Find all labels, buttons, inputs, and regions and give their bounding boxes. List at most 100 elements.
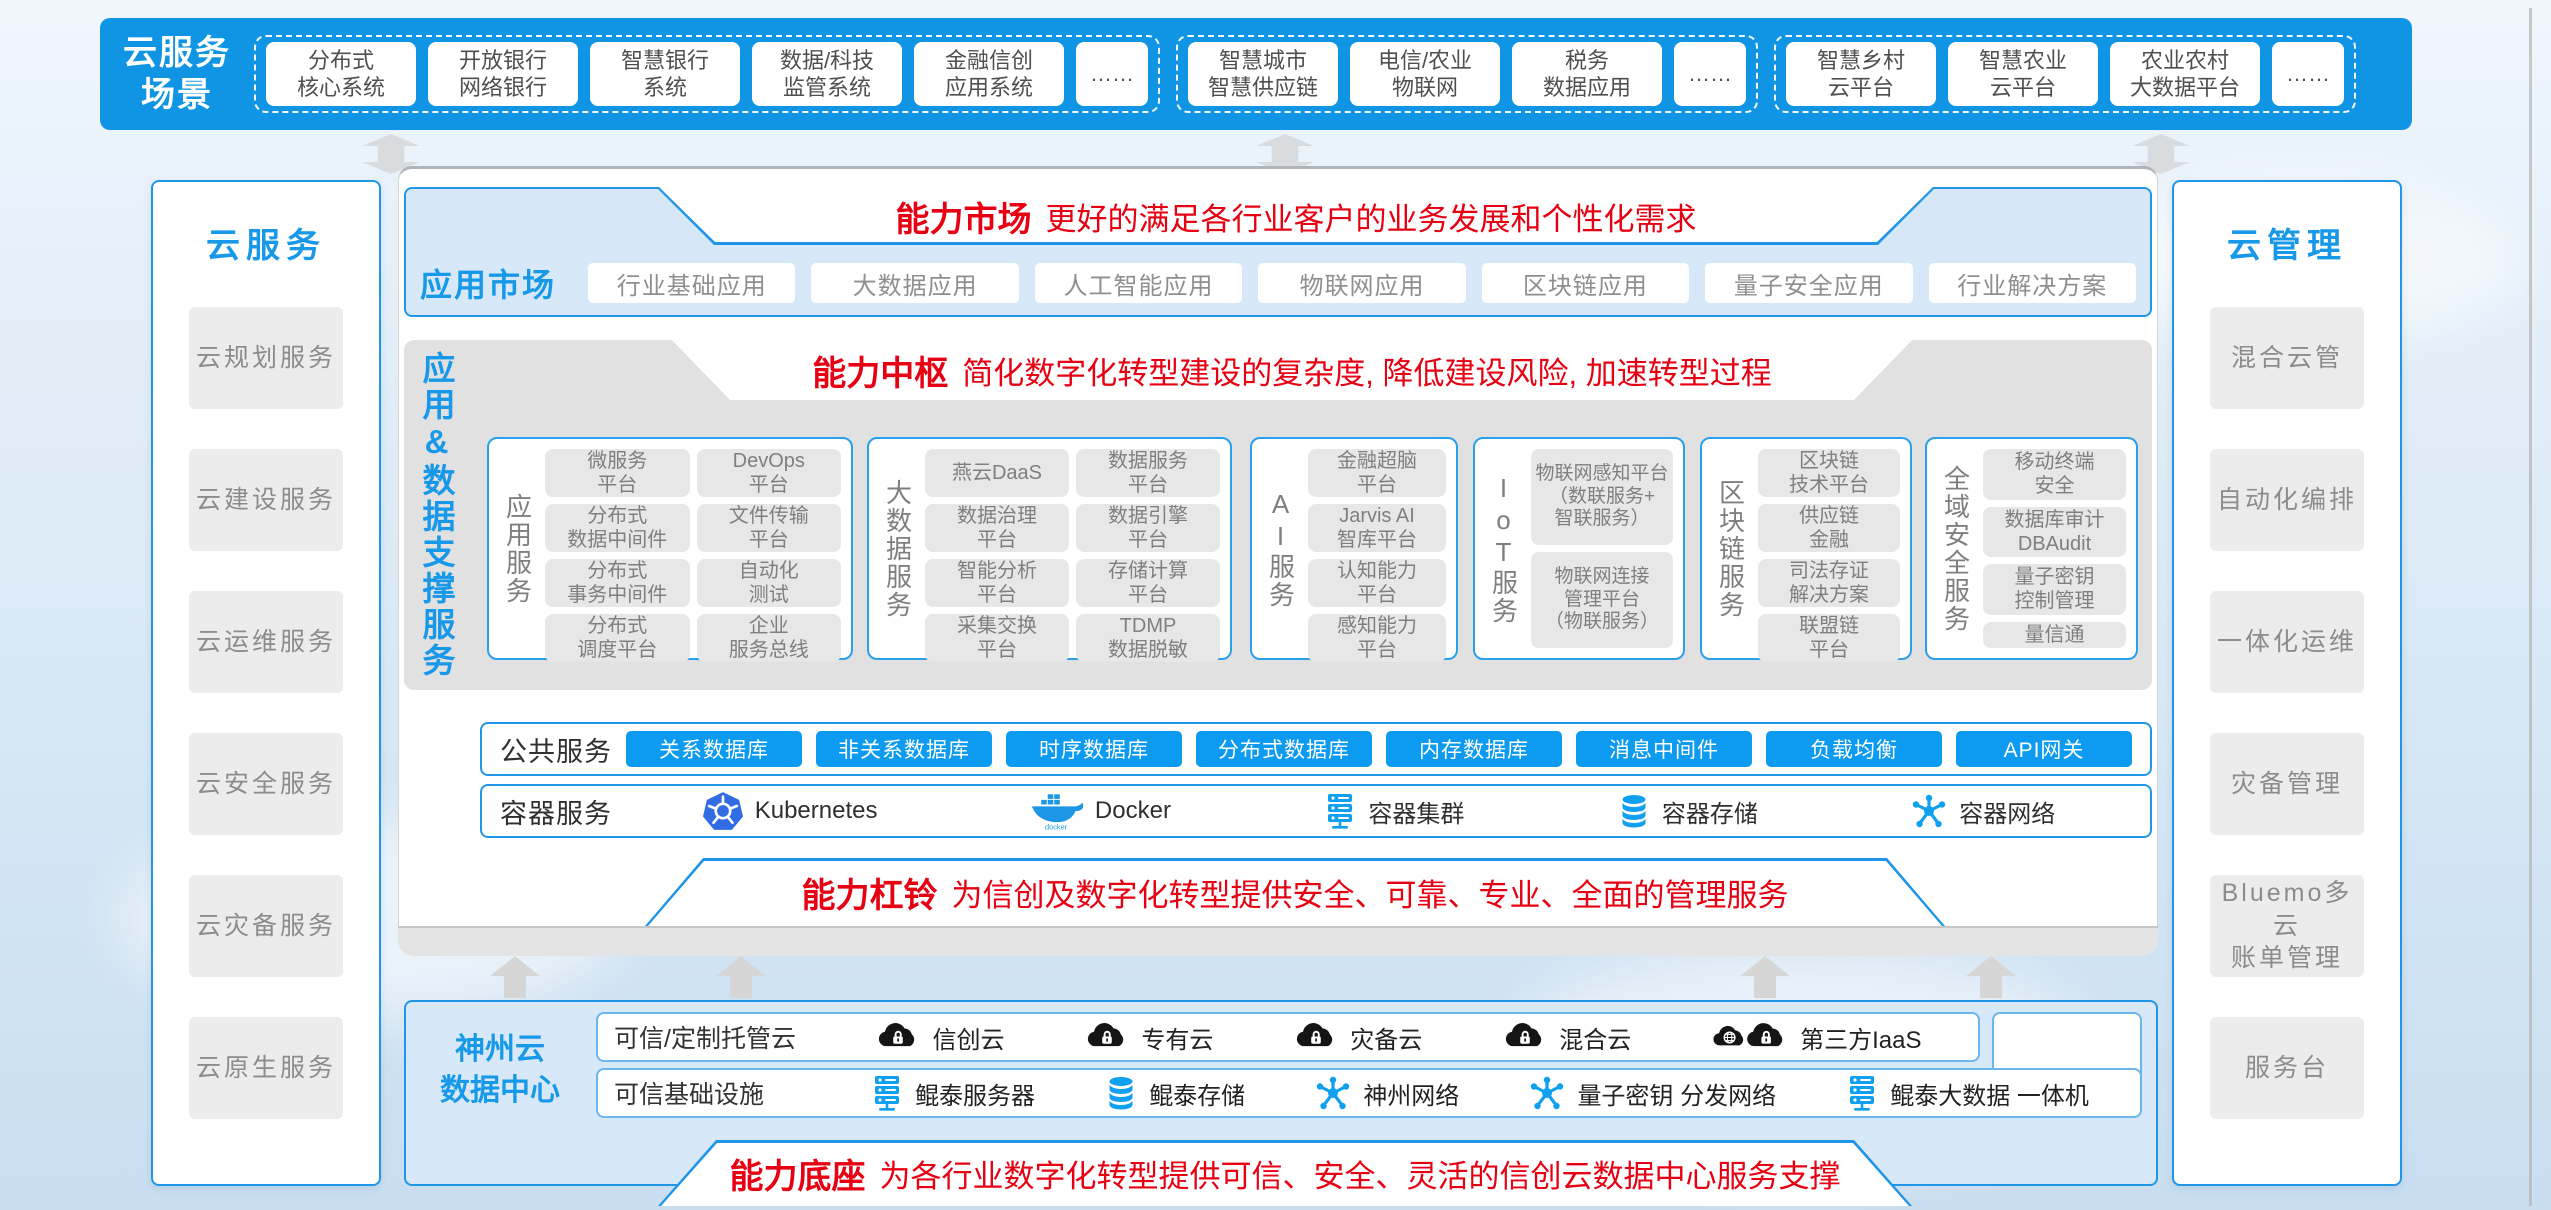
platform-box: 分布式 数据中间件 bbox=[545, 504, 690, 552]
cloud-services-sidebar: 云服务 云规划服务 云建设服务 云运维服务 云安全服务 云灾备服务 云原生服务 bbox=[151, 180, 381, 1186]
hub-column-iot-services: IoT服务 物联网感知平台 （数联服务+ 智联服务） 物联网连接 管理平台 （物… bbox=[1473, 437, 1685, 660]
platform-box: DevOps 平台 bbox=[696, 449, 841, 497]
platform-box: 燕云DaaS bbox=[925, 449, 1069, 497]
cloud-type-hybrid: 混合云 bbox=[1503, 1020, 1631, 1055]
hub-column-label: AI服务 bbox=[1265, 488, 1296, 609]
platform-box: 物联网感知平台 （数联服务+ 智联服务） bbox=[1531, 449, 1673, 545]
cloud-services-title: 云服务 bbox=[206, 227, 326, 265]
scenario-box: 电信/农业 物联网 bbox=[1350, 42, 1500, 106]
scenario-box: 数据/科技 监管系统 bbox=[752, 42, 902, 106]
docker-wordmark: docker bbox=[1045, 823, 1068, 831]
platform-box: 联盟链 平台 bbox=[1758, 614, 1900, 662]
trusted-managed-cloud-row: 可信/定制托管云 信创云 bbox=[596, 1012, 1980, 1062]
app-market-box: 区块链应用 bbox=[1481, 263, 1690, 303]
platform-box: 存储计算 平台 bbox=[1076, 559, 1220, 607]
platform-box: 金融超脑 平台 bbox=[1308, 449, 1446, 497]
sidebar-item-automation-orchestration: 自动化编排 bbox=[2210, 449, 2364, 551]
scenario-box: 智慧乡村 云平台 bbox=[1786, 42, 1936, 106]
platform-box: 企业 服务总线 bbox=[696, 614, 841, 662]
cloud-lock-icon bbox=[1294, 1022, 1338, 1052]
container-service-kubernetes: Kubernetes bbox=[702, 791, 877, 831]
hub-column-label: 区块链服务 bbox=[1715, 478, 1746, 619]
cloud-lock-icon bbox=[876, 1022, 920, 1052]
sidebar-item-cloud-construction: 云建设服务 bbox=[189, 449, 343, 551]
trusted-infrastructure-label: 可信基础设施 bbox=[614, 1081, 765, 1109]
platform-box: 移动终端 安全 bbox=[1983, 449, 2126, 500]
sidebar-item-hybrid-cloud-mgmt: 混合云管 bbox=[2210, 307, 2364, 409]
app-market-box: 人工智能应用 bbox=[1034, 263, 1243, 303]
storage-icon bbox=[1618, 794, 1650, 828]
banner-title: 能力杠铃 bbox=[801, 876, 938, 915]
trusted-managed-cloud-label: 可信/定制托管云 bbox=[614, 1025, 796, 1053]
scenario-box: 智慧银行 系统 bbox=[590, 42, 740, 106]
sidebar-item-cloud-security: 云安全服务 bbox=[189, 733, 343, 835]
container-service-storage: 容器存储 bbox=[1618, 794, 1758, 829]
datacenter-title: 神州云 数据中心 bbox=[440, 1033, 560, 1107]
cloud-management-sidebar: 云管理 混合云管 自动化编排 一体化运维 灾备管理 Bluemo多云 账单管理 … bbox=[2172, 180, 2402, 1186]
scenario-box: 开放银行 网络银行 bbox=[428, 42, 578, 106]
scenario-box: 智慧城市 智慧供应链 bbox=[1188, 42, 1338, 106]
network-icon bbox=[1315, 1075, 1351, 1111]
capability-barbell-banner: 能力杠铃 为信创及数字化转型提供安全、可靠、专业、全面的管理服务 bbox=[645, 858, 1945, 926]
platform-box: 智能分析 平台 bbox=[925, 559, 1069, 607]
scenario-box: 分布式 核心系统 bbox=[266, 42, 416, 106]
sidebar-item-cloud-native: 云原生服务 bbox=[189, 1017, 343, 1119]
trusted-infrastructure-row: 可信基础设施 鲲泰服务器 bbox=[596, 1068, 2142, 1118]
cloud-type-disaster-recovery: 灾备云 bbox=[1294, 1020, 1422, 1055]
banner-title: 能力市场 bbox=[895, 200, 1032, 239]
infra-kuntai-server: 鲲泰服务器 bbox=[871, 1075, 1035, 1111]
banner-desc: 更好的满足各行业客户的业务发展和个性化需求 bbox=[1045, 201, 1697, 237]
platform-box: Jarvis AI 智库平台 bbox=[1308, 504, 1446, 552]
platform-box: 感知能力 平台 bbox=[1308, 614, 1446, 662]
app-market-row: 应用市场 行业基础应用 大数据应用 人工智能应用 物联网应用 区块链应用 量子安… bbox=[420, 262, 2136, 304]
app-market-box: 大数据应用 bbox=[811, 263, 1019, 303]
infra-quantum-key-network: 量子密钥 分发网络 bbox=[1529, 1075, 1776, 1111]
scenario-box: 税务 数据应用 bbox=[1512, 42, 1662, 106]
sidebar-item-cloud-planning: 云规划服务 bbox=[189, 307, 343, 409]
service-pill: 非关系数据库 bbox=[816, 731, 992, 767]
hub-column-label: 全域安全服务 bbox=[1940, 464, 1971, 633]
up-arrow-icon bbox=[716, 956, 766, 998]
platform-box: TDMP 数据脱敏 bbox=[1076, 614, 1220, 662]
infra-kuntai-storage: 鲲泰存储 bbox=[1105, 1076, 1245, 1111]
cloud-scenarios-bar: 云服务 场景 分布式 核心系统 开放银行 网络银行 智慧银行 系统 数据/科技 … bbox=[100, 18, 2412, 130]
infra-shenzhou-network: 神州网络 bbox=[1315, 1075, 1459, 1111]
cloud-management-title: 云管理 bbox=[2227, 227, 2347, 265]
hub-column-blockchain-services: 区块链服务 区块链 技术平台 供应链 金融 司法存证 解决方案 联盟链 平台 bbox=[1700, 437, 1912, 662]
scenario-ellipsis-box: …… bbox=[1076, 42, 1148, 106]
cloud-type-private: 专有云 bbox=[1085, 1020, 1213, 1055]
banner-title: 能力底座 bbox=[729, 1157, 866, 1196]
platform-box: 分布式 事务中间件 bbox=[545, 559, 690, 607]
right-edge-divider bbox=[2529, 8, 2532, 1206]
banner-desc: 为各行业数字化转型提供可信、安全、灵活的信创云数据中心服务支撑 bbox=[879, 1158, 1841, 1194]
service-pill: 分布式数据库 bbox=[1196, 731, 1372, 767]
platform-box: 微服务 平台 bbox=[545, 449, 690, 497]
container-services-row: 容器服务 Kubernet bbox=[480, 784, 2152, 838]
banner-title: 能力中枢 bbox=[812, 354, 949, 393]
platform-box: 数据治理 平台 bbox=[925, 504, 1069, 552]
docker-icon: docker bbox=[1031, 791, 1083, 831]
platform-box: 认知能力 平台 bbox=[1308, 559, 1446, 607]
capability-market-banner: 能力市场 更好的满足各行业客户的业务发展和个性化需求 bbox=[656, 187, 1936, 245]
sidebar-item-dr-management: 灾备管理 bbox=[2210, 733, 2364, 835]
platform-box: 司法存证 解决方案 bbox=[1758, 559, 1900, 607]
platform-box: 数据服务 平台 bbox=[1076, 449, 1220, 497]
app-market-box: 行业基础应用 bbox=[588, 263, 796, 303]
network-icon bbox=[1529, 1075, 1565, 1111]
service-pill: 关系数据库 bbox=[626, 731, 802, 767]
sidebar-item-cloud-operations: 云运维服务 bbox=[189, 591, 343, 693]
hub-column-label: 大数据服务 bbox=[882, 478, 913, 619]
platform-box: 分布式 调度平台 bbox=[545, 614, 690, 662]
hub-column-label: IoT服务 bbox=[1488, 472, 1519, 625]
platform-box: 文件传输 平台 bbox=[696, 504, 841, 552]
platform-box: 数据库审计 DBAudit bbox=[1983, 506, 2126, 557]
app-market-box: 量子安全应用 bbox=[1705, 263, 1913, 303]
banner-desc: 为信创及数字化转型提供安全、可靠、专业、全面的管理服务 bbox=[951, 877, 1789, 913]
server-icon bbox=[1846, 1075, 1878, 1111]
platform-box: 数据引擎 平台 bbox=[1076, 504, 1220, 552]
kubernetes-icon bbox=[702, 791, 743, 831]
main-panel-bottom-bar bbox=[398, 926, 2158, 956]
container-service-docker: docker Docker bbox=[1031, 791, 1171, 831]
cloud-type-third-party-iaas: 第三方IaaS bbox=[1712, 1020, 1922, 1055]
cloud-type-xinchuang: 信创云 bbox=[876, 1020, 1004, 1055]
